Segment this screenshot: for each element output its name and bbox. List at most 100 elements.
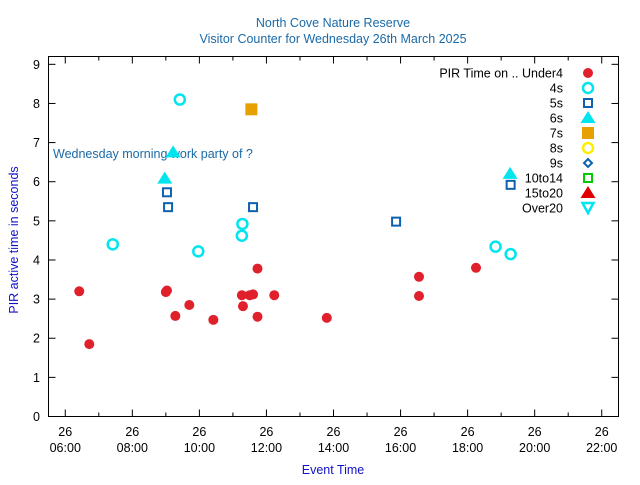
legend-entry: 10to14 (525, 172, 593, 186)
x-tick-day-label: 26 (394, 425, 408, 439)
data-point (192, 245, 205, 258)
data-point (163, 202, 174, 213)
legend-label: 15to20 (525, 187, 563, 201)
data-point (252, 263, 263, 274)
legend-label: 9s (550, 157, 563, 171)
data-point (321, 312, 332, 323)
x-tick-day-label: 26 (327, 425, 341, 439)
y-tick-label: 7 (33, 136, 40, 150)
data-point (269, 290, 280, 301)
legend-marker (580, 201, 596, 216)
legend-label: 6s (550, 112, 563, 126)
x-tick-time-label: 06:00 (50, 441, 81, 455)
legend-marker (582, 127, 594, 139)
legend-label: PIR Time on .. Under4 (439, 67, 563, 81)
x-tick-time-label: 20:00 (519, 441, 550, 455)
data-point (504, 247, 517, 261)
x-tick-time-label: 18:00 (452, 441, 483, 455)
data-point (414, 290, 424, 301)
legend-label: 10to14 (525, 172, 563, 186)
y-tick-label: 2 (33, 332, 40, 346)
x-axis-label: Event Time (302, 463, 365, 477)
y-tick-label: 9 (33, 58, 40, 72)
chart-title: North Cove Nature Reserve (256, 16, 410, 30)
legend-entry: 15to20 (525, 186, 596, 201)
data-point (106, 238, 120, 251)
series-4s (106, 93, 517, 261)
series-7s (245, 103, 258, 116)
y-tick-label: 8 (33, 97, 40, 111)
x-tick-day-label: 26 (595, 425, 609, 439)
x-tick-time-label: 08:00 (117, 441, 148, 455)
legend-entry: 7s (550, 127, 594, 141)
data-point (489, 240, 502, 253)
series-6s (157, 145, 518, 184)
data-point (414, 271, 424, 282)
y-tick-label: 6 (33, 175, 40, 189)
x-tick-day-label: 26 (528, 425, 542, 439)
data-point (173, 93, 187, 106)
legend-label: 5s (550, 97, 563, 111)
legend-entry: 4s (550, 81, 595, 96)
data-point (74, 286, 85, 297)
legend-marker (581, 81, 595, 95)
data-point (505, 179, 516, 190)
series-under4 (74, 262, 481, 350)
x-tick-day-label: 26 (461, 425, 475, 439)
x-tick-day-label: 26 (125, 425, 139, 439)
x-tick-time-label: 16:00 (385, 441, 416, 455)
legend-entry: Over20 (522, 201, 596, 216)
x-tick-day-label: 26 (192, 425, 206, 439)
data-point (161, 187, 172, 198)
y-tick-label: 0 (33, 410, 40, 424)
legend-entry: PIR Time on .. Under4 (439, 67, 593, 81)
data-point (161, 285, 172, 296)
y-tick-label: 4 (33, 253, 40, 267)
legend-label: Over20 (522, 202, 563, 216)
data-point (237, 301, 248, 312)
legend-label: 4s (550, 82, 563, 96)
y-axis-label: PIR active time in seconds (7, 166, 21, 313)
y-tick-label: 3 (33, 293, 40, 307)
legend-marker (581, 141, 595, 155)
data-point (245, 103, 258, 116)
legend-entry: 8s (550, 141, 595, 156)
data-point (252, 311, 263, 322)
legend-label: 8s (550, 142, 563, 156)
x-tick-time-label: 12:00 (251, 441, 282, 455)
x-tick-time-label: 14:00 (318, 441, 349, 455)
legend-label: 7s (550, 127, 563, 141)
x-tick-time-label: 22:00 (586, 441, 617, 455)
data-point (165, 145, 181, 158)
legend-marker (580, 186, 596, 198)
data-point (184, 299, 195, 310)
data-point (502, 166, 518, 179)
data-point (84, 339, 95, 350)
x-tick-day-label: 26 (58, 425, 72, 439)
chart-annotation: Wednesday morning work party of ? (53, 147, 253, 161)
y-tick-label: 5 (33, 214, 40, 228)
data-point (235, 229, 249, 242)
data-point (391, 216, 402, 227)
legend-marker (580, 111, 596, 123)
chart-subtitle: Visitor Counter for Wednesday 26th March… (199, 32, 466, 46)
data-point (208, 314, 219, 325)
legend-entry: 9s (550, 157, 594, 171)
legend-marker (583, 98, 593, 108)
data-point (236, 290, 247, 301)
plot-area-border (48, 56, 619, 417)
x-tick-time-label: 10:00 (184, 441, 215, 455)
series-5s (161, 179, 516, 227)
legend-marker (583, 68, 593, 78)
y-tick-label: 1 (33, 371, 40, 385)
data-point (471, 262, 481, 273)
legend-entry: 6s (550, 111, 596, 126)
legend-marker (582, 157, 594, 169)
x-tick-day-label: 26 (259, 425, 273, 439)
data-point (170, 310, 181, 321)
data-point (157, 171, 173, 184)
data-point (248, 289, 259, 300)
legend-marker (583, 173, 593, 183)
